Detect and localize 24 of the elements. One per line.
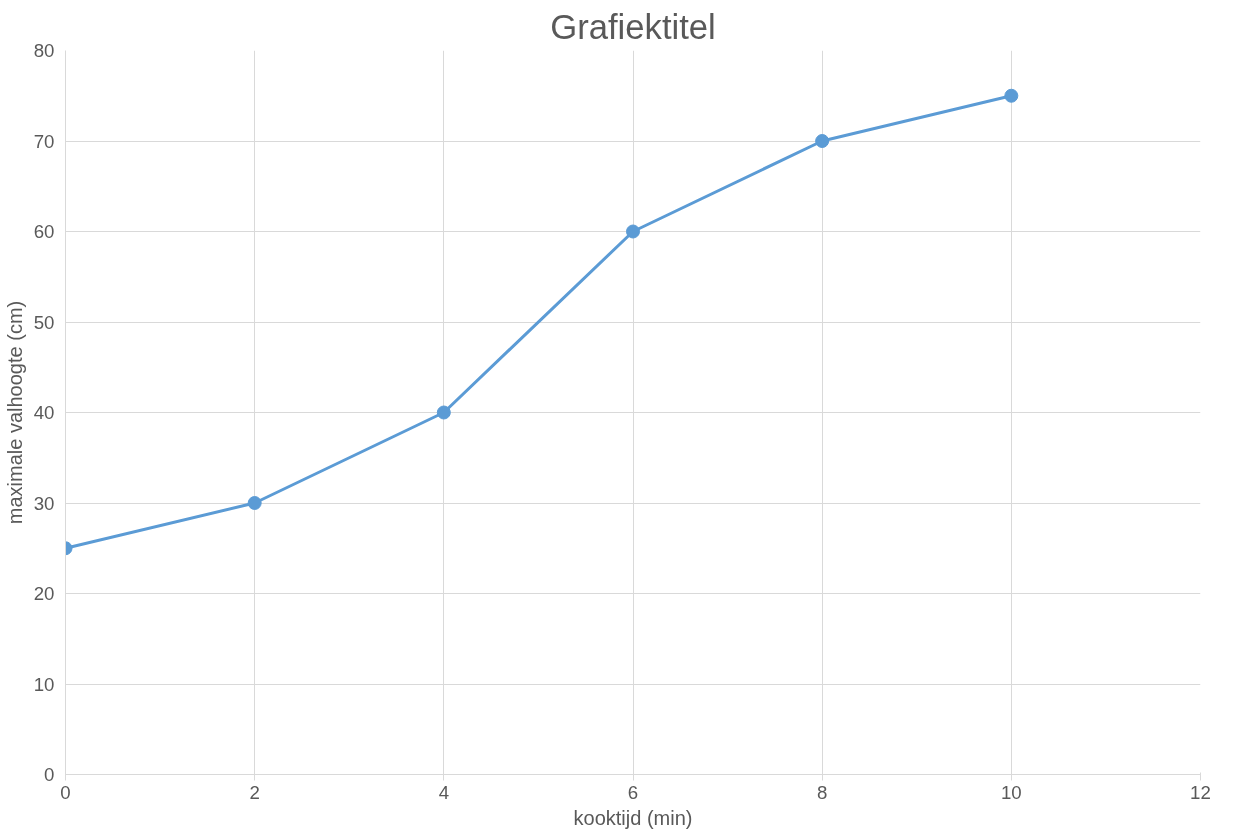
y-tick-label: 30 <box>33 492 55 514</box>
x-tick-label: 12 <box>1190 781 1211 803</box>
x-tick-label: 6 <box>627 781 639 803</box>
point <box>436 405 451 420</box>
x-tick-label: 0 <box>60 781 71 803</box>
y-tick-label: 80 <box>33 40 55 61</box>
x-tick-label: 4 <box>438 781 450 803</box>
point <box>247 496 262 510</box>
y-tick-label: 50 <box>33 311 55 333</box>
y-tick-label: 70 <box>33 130 55 152</box>
y-tick-label: 10 <box>33 673 55 695</box>
y-tick-label: 20 <box>33 583 55 604</box>
x-tick-label: 2 <box>249 781 260 803</box>
point <box>626 224 640 239</box>
point <box>815 134 830 148</box>
x-tick-label: 10 <box>1000 781 1022 803</box>
x-axis-title: kooktijd (min) <box>573 806 693 829</box>
y-tick-label: 60 <box>33 221 55 242</box>
y-tick-label: 40 <box>33 402 55 423</box>
x-tick-label: 8 <box>816 781 828 803</box>
chart-title: Grafiektitel <box>550 7 716 46</box>
y-tick-label: 0 <box>44 764 55 785</box>
point <box>1004 88 1019 103</box>
y-axis-title: maximale valhoogte (cm) <box>3 300 26 525</box>
